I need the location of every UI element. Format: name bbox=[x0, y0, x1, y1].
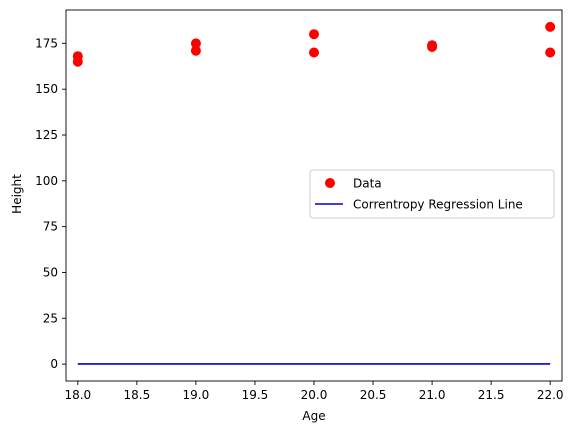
data-point-1 bbox=[72, 56, 83, 67]
axes-frame bbox=[65, 9, 563, 382]
data-point-2 bbox=[190, 38, 201, 49]
x-axis-label: Age bbox=[302, 409, 325, 423]
y-tick-label-4: 100 bbox=[35, 174, 58, 188]
legend-frame bbox=[309, 169, 555, 219]
x-tick-label-0: 18.0 bbox=[64, 388, 91, 402]
y-axis-label: Height bbox=[10, 174, 24, 214]
data-point-3 bbox=[190, 45, 201, 56]
data-point-4 bbox=[309, 29, 319, 40]
legend-label-data: Data bbox=[353, 177, 382, 191]
y-tick-label-7: 175 bbox=[35, 36, 58, 50]
x-axis: 18.0 18.5 19.0 19.5 20.0 20.5 21.0 21.5 22.0 bbox=[64, 381, 564, 402]
data-point-9 bbox=[545, 47, 556, 58]
y-tick-label-0: 0 bbox=[50, 357, 58, 371]
x-tick-label-3: 19.5 bbox=[242, 388, 269, 402]
x-tick-label-7: 21.5 bbox=[478, 388, 505, 402]
y-tick-label-2: 50 bbox=[43, 265, 58, 279]
y-axis: 0 25 50 75 100 125 150 175 bbox=[35, 36, 66, 371]
x-tick-label-6: 21.0 bbox=[419, 388, 446, 402]
y-tick-label-1: 25 bbox=[43, 311, 58, 325]
x-tick-label-1: 18.5 bbox=[123, 388, 150, 402]
legend: Data Correntropy Regression Line bbox=[309, 169, 555, 219]
y-tick-label-6: 150 bbox=[35, 82, 58, 96]
legend-marker-data bbox=[325, 178, 335, 188]
y-tick-label-5: 125 bbox=[35, 128, 58, 142]
x-tick-label-2: 19.0 bbox=[183, 388, 210, 402]
plot-area bbox=[72, 21, 556, 365]
x-tick-label-5: 20.5 bbox=[360, 388, 387, 402]
x-tick-label-4: 20.0 bbox=[301, 388, 328, 402]
data-point-7 bbox=[427, 42, 438, 53]
legend-label-regression: Correntropy Regression Line bbox=[353, 198, 523, 212]
x-tick-label-8: 22.0 bbox=[537, 388, 564, 402]
data-point-8 bbox=[545, 21, 556, 32]
data-point-5 bbox=[309, 47, 319, 58]
y-tick-label-3: 75 bbox=[43, 220, 58, 234]
